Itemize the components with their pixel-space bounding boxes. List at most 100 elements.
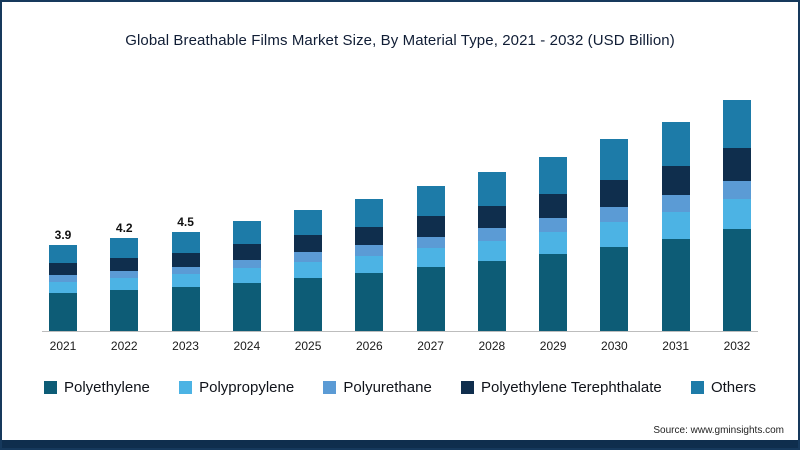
x-axis-label-2028: 2028 bbox=[478, 339, 506, 353]
segment-others bbox=[110, 238, 139, 258]
legend-label-polyethylene-terephthalate: Polyethylene Terephthalate bbox=[481, 379, 662, 396]
segment-polypropylene bbox=[355, 255, 384, 273]
legend-swatch-polypropylene bbox=[179, 381, 193, 394]
bar-column-2021: 3.9 bbox=[48, 75, 78, 331]
x-axis-label-2023: 2023 bbox=[172, 339, 199, 353]
segment-polyethylene bbox=[294, 277, 323, 331]
bar-column-2030 bbox=[599, 75, 629, 331]
x-axis-label-2027: 2027 bbox=[417, 339, 444, 353]
legend-swatch-polyurethane bbox=[323, 381, 337, 394]
bar-stack-2023 bbox=[171, 231, 200, 331]
segment-polyethylene-terephthalate bbox=[171, 252, 200, 267]
legend-swatch-polyethylene-terephthalate bbox=[461, 381, 475, 394]
segment-polyethylene bbox=[477, 261, 506, 331]
segment-polyethylene bbox=[539, 254, 568, 331]
x-axis-label-2026: 2026 bbox=[355, 339, 383, 353]
segment-polyethylene-terephthalate bbox=[661, 165, 690, 196]
legend-item-polypropylene: Polypropylene bbox=[179, 379, 294, 396]
plot-area: 3.9 4.2 4.5 2021 2022 2023 2024 2025 2026 2027 20… bbox=[42, 75, 758, 353]
bar-column-2023: 4.5 bbox=[171, 75, 201, 331]
legend-item-others: Others bbox=[690, 379, 756, 396]
bar-value-label-2023: 4.5 bbox=[177, 214, 194, 229]
segment-others bbox=[539, 157, 568, 194]
bar-stack-2027 bbox=[416, 185, 445, 331]
segment-polyethylene bbox=[171, 287, 200, 331]
bar-stack-2032 bbox=[722, 99, 751, 331]
legend-label-others: Others bbox=[710, 379, 756, 396]
bar-stack-2026 bbox=[355, 199, 384, 331]
segment-others bbox=[477, 172, 506, 206]
segment-polypropylene bbox=[232, 268, 261, 283]
segment-polyethylene-terephthalate bbox=[477, 205, 506, 228]
segment-polyethylene-terephthalate bbox=[355, 226, 384, 246]
segment-polyethylene-terephthalate bbox=[49, 263, 77, 276]
x-axis-label-2031: 2031 bbox=[662, 339, 689, 353]
bottom-strip bbox=[2, 440, 798, 448]
bars-container: 3.9 4.2 4.5 bbox=[42, 75, 758, 332]
legend-swatch-others bbox=[690, 381, 704, 394]
segment-polyethylene-terephthalate bbox=[232, 244, 261, 260]
segment-polyurethane bbox=[722, 180, 751, 200]
segment-polyurethane bbox=[416, 236, 445, 249]
segment-polypropylene bbox=[294, 261, 323, 278]
segment-others bbox=[232, 221, 261, 245]
bar-column-2031 bbox=[661, 75, 691, 331]
bar-column-2026 bbox=[354, 75, 384, 331]
segment-polyethylene-terephthalate bbox=[110, 257, 139, 271]
legend-item-polyethylene-terephthalate: Polyethylene Terephthalate bbox=[461, 379, 662, 396]
x-axis-label-2030: 2030 bbox=[601, 339, 628, 353]
segment-polypropylene bbox=[539, 231, 568, 255]
segment-polyethylene-terephthalate bbox=[600, 179, 629, 207]
bar-value-label-2022: 4.2 bbox=[115, 221, 133, 236]
legend-label-polyurethane: Polyurethane bbox=[343, 379, 432, 396]
segment-others bbox=[416, 185, 445, 217]
bar-stack-2031 bbox=[661, 121, 690, 331]
legend-label-polypropylene: Polypropylene bbox=[199, 379, 295, 396]
bar-stack-2022 bbox=[110, 238, 139, 331]
segment-polypropylene bbox=[661, 211, 690, 240]
bar-stack-2028 bbox=[477, 172, 506, 331]
segment-polyurethane bbox=[294, 252, 323, 262]
segment-polypropylene bbox=[171, 274, 200, 288]
legend-item-polyurethane: Polyurethane bbox=[323, 379, 432, 396]
bar-column-2027 bbox=[416, 75, 446, 331]
x-axis-label-2032: 2032 bbox=[723, 339, 751, 353]
segment-polyurethane bbox=[110, 270, 139, 279]
source-attribution: Source: www.gminsights.com bbox=[653, 425, 784, 436]
segment-polypropylene bbox=[722, 199, 751, 230]
legend: Polyethylene Polypropylene Polyurethane Pol… bbox=[44, 379, 756, 396]
segment-polypropylene bbox=[49, 281, 77, 294]
segment-polypropylene bbox=[110, 278, 139, 291]
bar-column-2022: 4.2 bbox=[109, 75, 139, 331]
segment-others bbox=[49, 245, 77, 264]
segment-polyethylene bbox=[110, 290, 139, 331]
segment-polypropylene bbox=[477, 240, 506, 262]
bar-stack-2025 bbox=[294, 209, 323, 331]
segment-polyethylene-terephthalate bbox=[294, 235, 323, 253]
segment-polyurethane bbox=[171, 266, 200, 275]
x-axis-label-2022: 2022 bbox=[110, 339, 138, 353]
bar-column-2029 bbox=[538, 75, 568, 331]
segment-others bbox=[661, 121, 690, 166]
bar-stack-2021 bbox=[49, 245, 77, 331]
chart-title: Global Breathable Films Market Size, By … bbox=[125, 32, 675, 49]
x-axis-label-2025: 2025 bbox=[294, 339, 322, 353]
segment-polyurethane bbox=[49, 275, 77, 282]
legend-swatch-polyethylene bbox=[44, 381, 57, 394]
bar-value-label-2021: 3.9 bbox=[54, 228, 72, 243]
legend-item-polyethylene: Polyethylene bbox=[44, 379, 150, 396]
bar-stack-2030 bbox=[600, 139, 629, 331]
legend-label-polyethylene: Polyethylene bbox=[64, 379, 150, 396]
bar-stack-2029 bbox=[539, 157, 568, 331]
segment-polyurethane bbox=[477, 227, 506, 241]
segment-polyethylene-terephthalate bbox=[722, 148, 751, 181]
bar-stack-2024 bbox=[232, 221, 261, 331]
segment-others bbox=[294, 209, 323, 236]
x-axis-label-2024: 2024 bbox=[233, 339, 261, 353]
segment-others bbox=[600, 139, 629, 180]
x-axis-label-2021: 2021 bbox=[49, 339, 77, 353]
segment-others bbox=[355, 199, 384, 227]
segment-polyurethane bbox=[600, 206, 629, 222]
segment-polyurethane bbox=[661, 195, 690, 212]
bar-column-2025 bbox=[293, 75, 323, 331]
